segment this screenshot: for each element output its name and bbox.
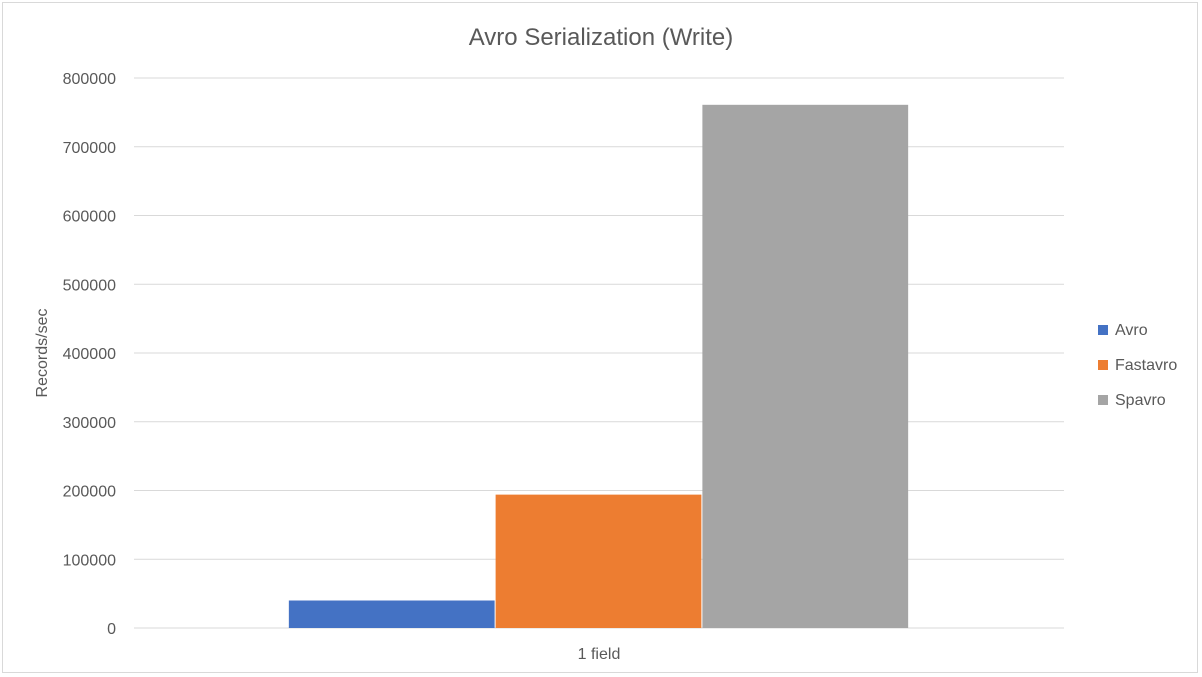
y-axis-tick-labels: 0 100000 200000 300000 400000 500000 600000 700… xyxy=(63,71,116,638)
y-tick-label: 500000 xyxy=(63,277,116,294)
y-tick-label: 800000 xyxy=(63,71,116,88)
legend-item: Avro xyxy=(1098,322,1148,339)
bars xyxy=(288,104,909,628)
legend-item: Spavro xyxy=(1098,392,1166,409)
legend-swatch xyxy=(1098,325,1108,335)
legend-label: Fastavro xyxy=(1115,357,1177,374)
x-tick-label: 1 field xyxy=(578,646,621,663)
bar-fastavro xyxy=(495,494,702,628)
y-tick-label: 600000 xyxy=(63,209,116,226)
legend: Avro Fastavro Spavro xyxy=(1098,322,1177,409)
y-tick-label: 700000 xyxy=(63,140,116,157)
y-tick-label: 300000 xyxy=(63,415,116,432)
legend-swatch xyxy=(1098,395,1108,405)
y-tick-label: 200000 xyxy=(63,484,116,501)
y-axis-label: Records/sec xyxy=(34,309,51,398)
y-tick-label: 0 xyxy=(107,621,116,638)
legend-label: Avro xyxy=(1115,322,1148,339)
bar-avro xyxy=(288,600,495,628)
legend-swatch xyxy=(1098,360,1108,370)
y-tick-label: 100000 xyxy=(63,552,116,569)
x-axis-tick-labels: 1 field xyxy=(578,646,621,663)
legend-label: Spavro xyxy=(1115,392,1166,409)
y-tick-label: 400000 xyxy=(63,346,116,363)
chart-title: Avro Serialization (Write) xyxy=(469,24,734,51)
bar-spavro xyxy=(702,104,909,628)
legend-item: Fastavro xyxy=(1098,357,1177,374)
